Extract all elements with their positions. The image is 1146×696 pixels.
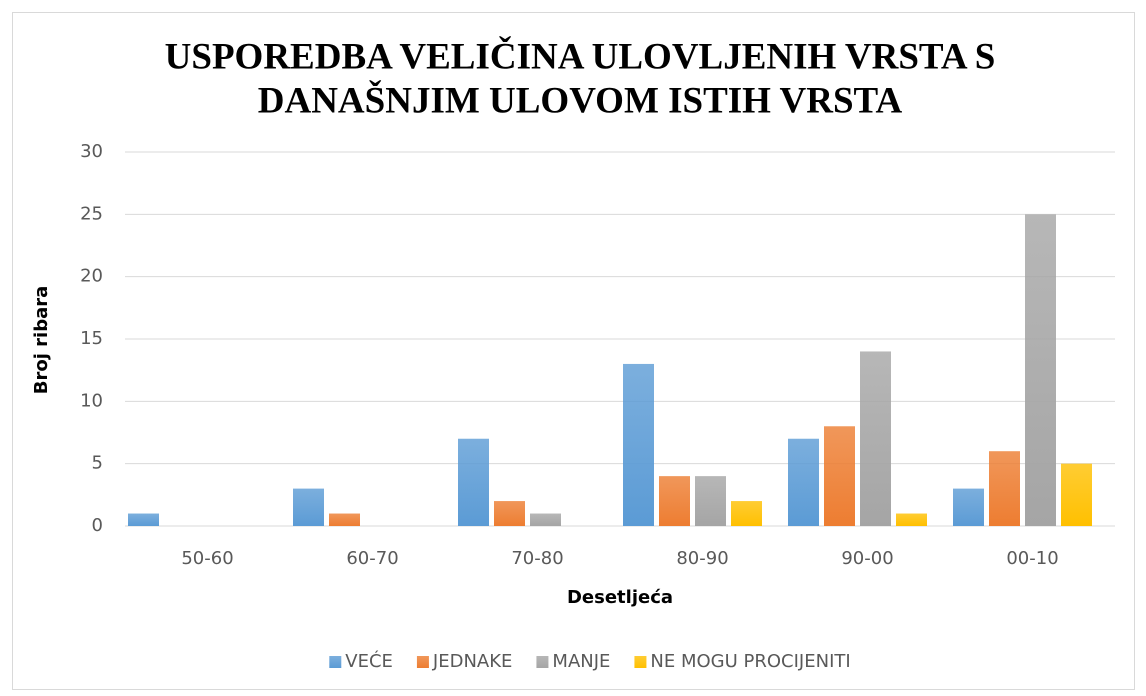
x-tick-label: 90-00 — [841, 548, 893, 569]
bar — [293, 488, 324, 526]
legend-swatch — [329, 656, 342, 668]
y-tick-label: 0 — [92, 515, 103, 536]
bar — [530, 513, 561, 526]
bar — [860, 351, 891, 526]
y-tick-label: 20 — [80, 266, 103, 287]
bar — [128, 513, 159, 526]
chart-title: USPOREDBA VELIČINA ULOVLJENIH VRSTA S — [165, 34, 996, 77]
legend-label: MANJE — [552, 651, 610, 672]
bar — [329, 513, 360, 526]
legend-swatch — [536, 656, 549, 668]
x-axis-title: Desetljeća — [567, 587, 673, 608]
x-tick-label: 80-90 — [676, 548, 728, 569]
y-tick-label: 25 — [80, 203, 103, 224]
bar — [1061, 463, 1092, 526]
bar — [989, 451, 1020, 526]
bar — [824, 426, 855, 526]
bar — [788, 438, 819, 526]
bar — [953, 488, 984, 526]
bar — [623, 363, 654, 526]
x-tick-label: 00-10 — [1006, 548, 1058, 569]
bar — [1025, 214, 1056, 527]
x-tick-label: 60-70 — [346, 548, 398, 569]
bar — [494, 501, 525, 526]
x-tick-label: 70-80 — [511, 548, 563, 569]
bar — [695, 476, 726, 526]
bar — [458, 438, 489, 526]
x-tick-label: 50-60 — [181, 548, 233, 569]
legend-label: JEDNAKE — [432, 651, 513, 672]
bar — [731, 501, 762, 526]
bar — [896, 513, 927, 526]
y-tick-label: 5 — [92, 453, 103, 474]
legend-label: NE MOGU PROCIJENITI — [650, 651, 850, 672]
legend-swatch — [634, 656, 647, 668]
chart-title: DANAŠNJIM ULOVOM ISTIH VRSTA — [258, 78, 903, 121]
legend-label: VEĆE — [345, 650, 393, 672]
legend-swatch — [416, 656, 429, 668]
y-tick-label: 30 — [80, 141, 103, 162]
y-tick-label: 10 — [80, 390, 103, 411]
bar — [659, 476, 690, 526]
chart-frame — [12, 12, 1135, 690]
y-tick-label: 15 — [80, 328, 103, 349]
y-axis-title: Broj ribara — [31, 286, 52, 395]
